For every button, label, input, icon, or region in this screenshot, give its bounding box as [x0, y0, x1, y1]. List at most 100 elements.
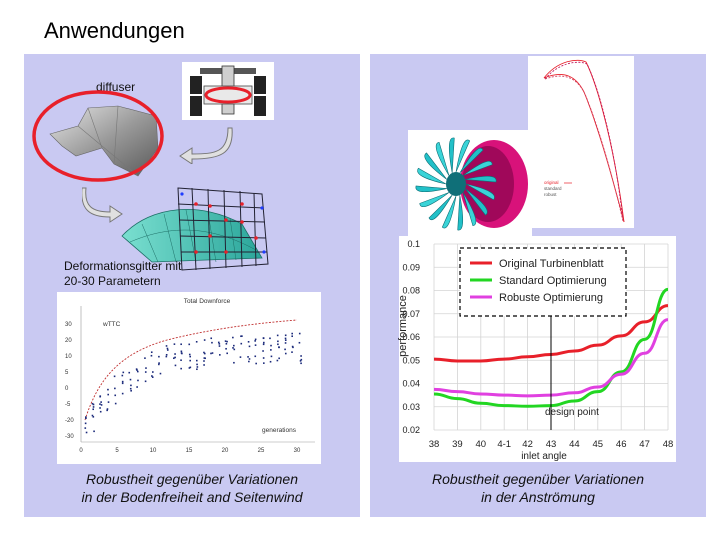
scatter-point	[150, 351, 153, 354]
mini-x-tick: 25	[258, 448, 265, 454]
scatter-point	[203, 357, 206, 359]
x-tick-label: 42	[522, 439, 533, 450]
scatter-point	[239, 356, 242, 358]
race-car-image	[182, 62, 274, 120]
blade-legend-standard: standard	[544, 186, 562, 191]
scatter-point	[165, 345, 168, 347]
chart-xlabel: inlet angle	[521, 451, 567, 462]
scatter-point	[121, 374, 124, 377]
scatter-point	[254, 355, 257, 358]
mini-chart-xlabel: generations	[262, 427, 297, 434]
scatter-point	[276, 334, 279, 337]
scatter-point	[262, 357, 265, 359]
scatter-point	[196, 368, 198, 371]
scatter-point	[121, 392, 124, 395]
scatter-point	[84, 422, 87, 425]
x-tick-label: 4-1	[497, 439, 511, 450]
scatter-point	[232, 347, 234, 349]
scatter-point	[84, 427, 87, 429]
scatter-point	[269, 360, 272, 363]
scatter-point	[114, 402, 117, 405]
scatter-point	[145, 367, 147, 369]
scatter-point	[130, 389, 132, 392]
scatter-point	[284, 339, 287, 341]
mini-x-tick: 20	[222, 448, 229, 454]
scatter-point	[240, 342, 243, 345]
x-tick-label: 44	[569, 439, 580, 450]
left-caption-line-1: Robustheit gegenüber Variationen	[86, 471, 298, 487]
mini-y-tick: -20	[65, 418, 74, 424]
diffuser-label: diffuser	[96, 80, 136, 94]
scatter-point	[254, 340, 256, 342]
scatter-point	[196, 363, 198, 366]
scatter-point	[107, 393, 110, 396]
scatter-point	[284, 342, 287, 344]
scatter-point	[262, 350, 264, 352]
scatter-point	[144, 357, 146, 359]
scatter-point	[203, 352, 206, 355]
chart-ylabel: performance	[397, 295, 409, 357]
scatter-point	[195, 359, 198, 362]
scatter-point	[233, 361, 235, 364]
scatter-point	[247, 340, 250, 343]
scatter-point	[196, 366, 199, 368]
scatter-point	[291, 345, 294, 348]
scatter-point	[180, 359, 182, 362]
scatter-point	[204, 357, 206, 360]
scatter-point	[180, 367, 182, 370]
scatter-point	[92, 408, 94, 411]
scatter-point	[85, 416, 87, 418]
scatter-point	[233, 344, 235, 347]
x-tick-label: 40	[476, 439, 487, 450]
x-tick-label: 43	[546, 439, 557, 450]
mini-y-tick: 10	[65, 354, 72, 360]
y-tick-label: 0.06	[402, 332, 420, 342]
scatter-point	[85, 431, 88, 434]
scatter-point	[158, 363, 160, 366]
scatter-point	[300, 362, 302, 365]
scatter-point	[99, 395, 102, 397]
curved-arrow-icon	[179, 127, 233, 164]
scatter-point	[300, 355, 302, 357]
scatter-point	[107, 401, 110, 403]
diffuser-image	[32, 90, 164, 182]
scatter-point	[121, 382, 124, 385]
scatter-point	[210, 352, 212, 355]
y-tick-label: 0.02	[402, 425, 420, 435]
scatter-point	[284, 348, 286, 351]
scatter-point	[203, 339, 206, 341]
scatter-point	[270, 355, 273, 358]
scatter-point	[263, 362, 265, 364]
scatter-point	[270, 344, 272, 347]
scatter-point	[203, 351, 205, 354]
deformation-mesh-image	[121, 187, 269, 271]
scatter-point	[136, 386, 138, 388]
mini-chart-legend: wTTC	[102, 321, 121, 328]
scatter-point	[233, 348, 236, 351]
scatter-point	[99, 410, 102, 413]
mini-chart-title: Total Downforce	[184, 298, 231, 305]
scatter-point	[122, 371, 125, 374]
scatter-point	[189, 355, 192, 358]
scatter-point	[226, 340, 228, 343]
scatter-point	[278, 357, 280, 360]
scatter-point	[188, 353, 191, 356]
scatter-point	[284, 334, 287, 337]
x-tick-label: 48	[663, 439, 674, 450]
mesh-label-line-1: Deformationsgitter mit	[64, 259, 182, 273]
scatter-point	[174, 353, 176, 355]
scatter-point	[114, 394, 117, 397]
scatter-point	[128, 371, 131, 374]
scatter-point	[189, 366, 192, 369]
scatter-point	[158, 355, 160, 358]
right-caption-line-2: in der Anströmung	[481, 489, 595, 505]
left-caption-line-2: in der Bodenfreiheit and Seitenwind	[81, 489, 303, 505]
mini-x-tick: 30	[294, 448, 301, 454]
scatter-point	[248, 360, 250, 363]
scatter-point	[92, 406, 95, 408]
scatter-point	[136, 370, 139, 373]
legend-entry: Standard Optimierung	[499, 275, 607, 287]
mini-y-tick: -5	[65, 402, 71, 408]
scatter-point	[165, 355, 168, 358]
blade-legend-robust: robust	[544, 192, 557, 197]
